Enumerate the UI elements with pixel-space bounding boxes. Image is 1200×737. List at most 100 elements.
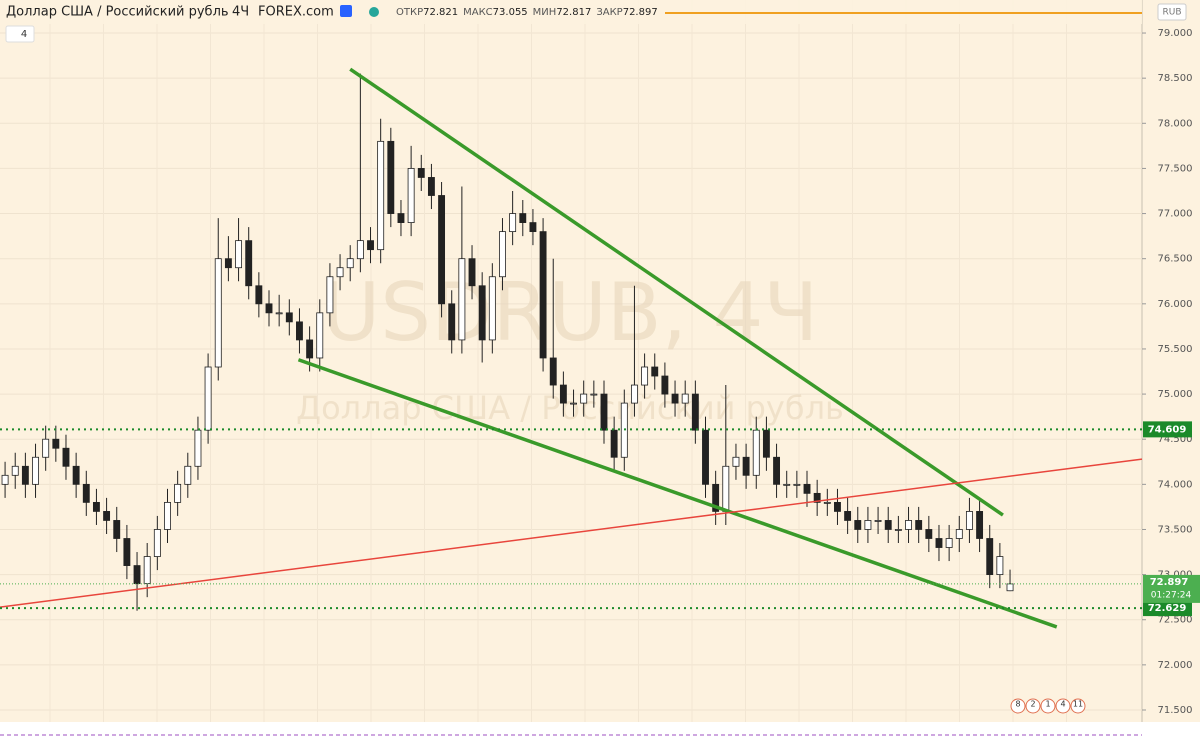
candle-body [905,520,912,530]
level-label-box [1143,600,1192,617]
candle-body [884,520,892,530]
candle-body [702,429,709,485]
y-tick-label: 75.000 [1158,389,1193,400]
candle-body [925,529,933,539]
ohlc-label: МИН [533,7,557,18]
event-marker[interactable] [1040,698,1056,714]
candle-body [783,483,791,486]
candle-body [174,483,182,503]
indicators-count[interactable]: 4 [21,29,27,40]
candle-body [813,492,821,503]
candle-body [681,393,689,404]
candle-body [245,240,253,287]
candle-body [712,483,720,512]
ohlc-label: ЗАКР [596,7,622,18]
candle-body [976,511,984,539]
candle-body [113,520,121,539]
price-axis: 71.50072.00072.50073.00073.50074.00074.5… [1142,28,1200,716]
candle-body [458,258,466,341]
y-tick-label: 79.000 [1158,28,1193,39]
candle-body [326,276,334,314]
candle-body [630,384,638,404]
level-label: 74.609 [1148,424,1187,435]
candle-body [285,312,293,323]
candle-body [296,321,303,341]
candle-body [194,429,202,467]
event-marker[interactable] [1055,698,1071,714]
candle-body [42,438,50,458]
indicators-toggle[interactable] [5,25,35,43]
trendline [0,458,1143,608]
status-dot [369,7,379,17]
level-label: 72.629 [1148,603,1187,614]
candle-body [742,456,750,476]
y-tick-label: 71.500 [1158,705,1193,716]
candle-body [377,140,385,251]
events: 8 2 1 4 11 [1010,698,1086,714]
ohlc-label: МАКС [463,7,493,18]
candle-body [590,393,598,396]
candle-body [417,168,425,178]
candle-body [986,538,994,576]
candle-body [580,393,588,404]
watermark-subtitle: Доллар США / Российский рубль [296,389,844,427]
candle-body [762,429,770,458]
candle-body [11,465,19,476]
ohlc-label: ОТКР [396,7,423,18]
candle-body [214,258,222,368]
candle-body [803,483,811,494]
candle-body [438,195,446,305]
y-tick-label: 76.000 [1158,299,1193,310]
plot-background [0,0,1142,722]
flag-icon[interactable] [340,5,352,17]
candle-body [722,465,730,512]
event-marker[interactable] [1070,698,1086,714]
candle-body [397,213,405,223]
y-tick-label: 76.500 [1158,254,1193,265]
candle-body [468,258,476,287]
candle-body [1,474,9,485]
candle-body [661,375,669,395]
candle-body [834,501,841,512]
candle-body [346,258,354,269]
candle-body [651,366,659,377]
symbol-title[interactable]: Доллар США / Российский рубль [6,5,229,20]
candle-body [336,267,344,278]
candle-body [854,520,862,530]
candle-body [224,258,232,269]
trendline [349,67,1004,517]
y-tick-label: 72.500 [1158,615,1193,626]
candle-body [600,393,608,431]
y-tick-label: 77.500 [1158,163,1193,174]
interval[interactable]: 4Ч [232,5,249,20]
candle-body [539,231,547,359]
candle-body [387,140,395,214]
candle-body [752,429,760,476]
ohlc-value: 72.817 [556,7,591,18]
ohlc-value: 72.897 [623,7,658,18]
y-tick-label: 75.500 [1158,344,1193,355]
candle-body [671,393,679,404]
price-box [1143,574,1200,603]
marks [0,67,1143,629]
candle-body [235,240,242,269]
candle-body [732,456,740,467]
candle-body [935,538,943,548]
candle-body [427,177,435,196]
currency-box[interactable] [1157,3,1187,21]
candle-body [143,556,151,585]
candle-body [965,511,973,530]
candle-body [955,529,963,539]
candle-body [559,384,567,404]
candle-body [62,447,70,467]
candle-body [92,501,100,512]
candle-body [255,285,263,305]
candle-body [641,366,649,386]
event-marker[interactable] [1010,698,1026,714]
event-marker[interactable] [1025,698,1041,714]
candle-body [874,520,882,522]
candle-body [316,312,324,359]
candle-body [915,520,923,530]
